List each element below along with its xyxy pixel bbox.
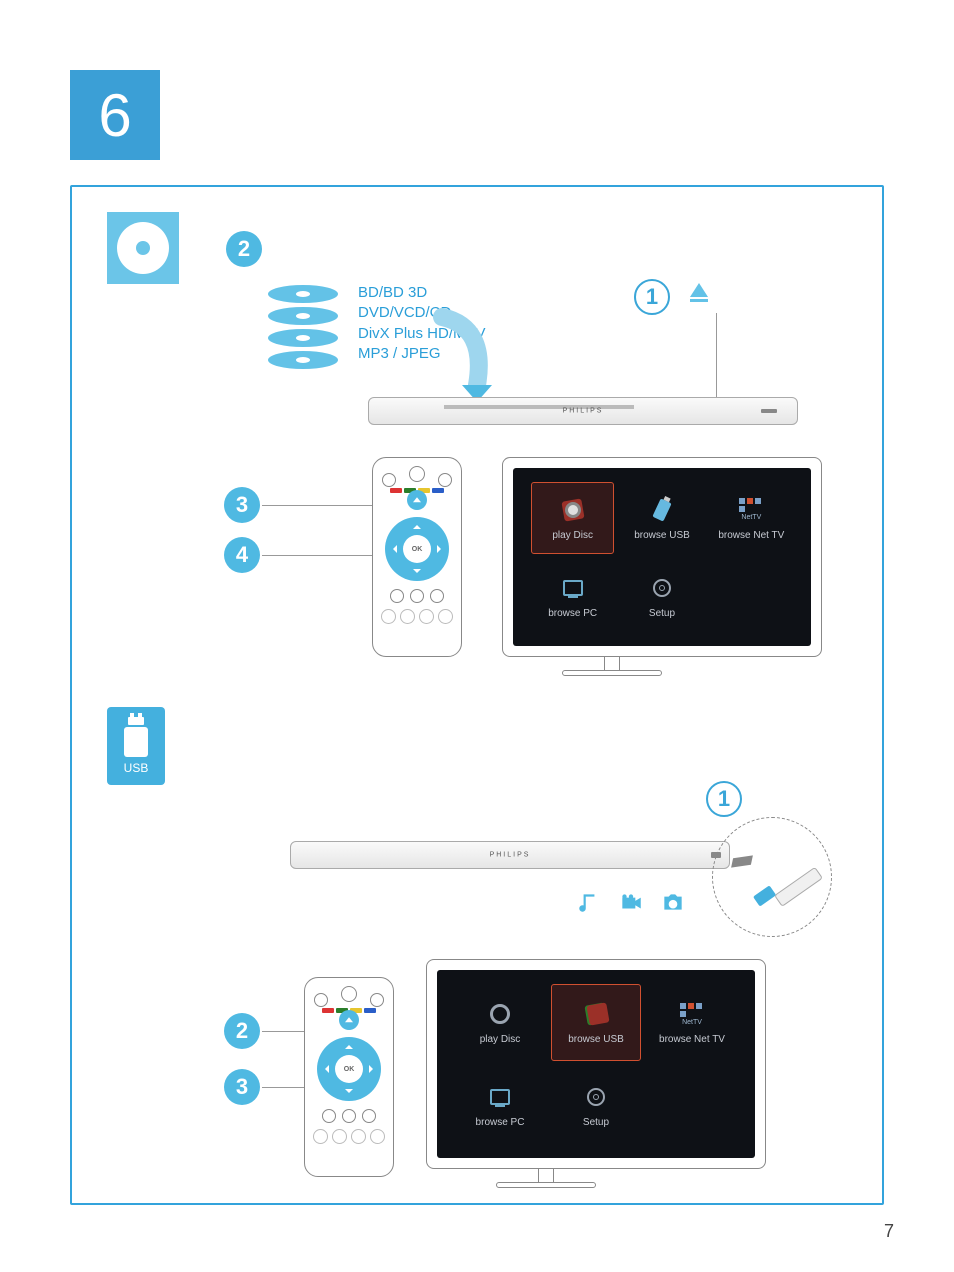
eject-icon [690, 283, 708, 302]
disc-icon-hole [136, 241, 150, 255]
menu-browse-usb: browse USB [620, 482, 703, 554]
dpad: OK [385, 517, 449, 581]
menu-browse-pc: browse PC [455, 1067, 545, 1144]
home-button-icon [407, 490, 427, 510]
usb-bullet-1: 1 [706, 781, 742, 817]
tv-stand-usb [496, 1169, 596, 1188]
tv-display-usb: play Disc browse USB NetTV browse Net TV… [426, 959, 766, 1169]
video-icon [618, 889, 644, 915]
nav-buttons [322, 1109, 376, 1123]
leader-line [262, 555, 390, 556]
usb-body-icon [124, 727, 148, 757]
tv-screen: play Disc browse USB NetTV browse Net TV… [513, 468, 811, 646]
bluray-player-usb: PHILIPS [290, 841, 730, 869]
bullet-2: 2 [226, 231, 262, 267]
transport-buttons [381, 609, 453, 624]
nettv-menu-icon: NetTV [737, 496, 765, 524]
usb-menu-icon [582, 1000, 610, 1028]
step-number: 6 [98, 81, 131, 150]
pc-menu-icon [486, 1083, 514, 1111]
format-line-1: BD/BD 3D [358, 283, 486, 303]
disc-icon-badge [107, 212, 179, 284]
disc-icon-outer [117, 222, 169, 274]
menu-browse-usb: browse USB [551, 984, 641, 1061]
nav-buttons [390, 589, 444, 603]
step-number-box: 6 [70, 70, 160, 160]
ok-button: OK [403, 535, 431, 563]
tv-screen-usb: play Disc browse USB NetTV browse Net TV… [437, 970, 755, 1158]
remote-control-usb: OK [304, 977, 394, 1177]
usb-label: USB [124, 761, 149, 775]
remote-control: OK [372, 457, 462, 657]
disc-stack-icon [268, 285, 338, 373]
usb-bullet-2: 2 [224, 1013, 260, 1049]
usb-plug-icon [128, 717, 144, 725]
menu-browse-nettv: NetTV browse Net TV [647, 984, 737, 1061]
pc-menu-icon [559, 574, 587, 602]
bluray-player: PHILIPS [368, 397, 798, 425]
ok-button: OK [335, 1055, 363, 1083]
disc-menu-icon [559, 496, 587, 524]
bullet-1: 1 [634, 279, 670, 315]
setup-menu-icon [648, 574, 676, 602]
usb-bullet-3: 3 [224, 1069, 260, 1105]
bullet-4: 4 [224, 537, 260, 573]
setup-menu-icon [582, 1083, 610, 1111]
main-frame: 2 BD/BD 3D DVD/VCD/CD DivX Plus HD/MKV M… [70, 185, 884, 1205]
menu-play-disc: play Disc [531, 482, 614, 554]
menu-browse-nettv: NetTV browse Net TV [710, 482, 793, 554]
tv-stand [562, 657, 662, 676]
leader-line [716, 313, 717, 397]
leader-line [262, 505, 390, 506]
player-slot [761, 409, 777, 413]
menu-setup: Setup [620, 560, 703, 632]
photo-icon [660, 889, 686, 915]
side-buttons [314, 993, 384, 1007]
usb-menu-icon [648, 496, 676, 524]
dpad: OK [317, 1037, 381, 1101]
tv-display: play Disc browse USB NetTV browse Net TV… [502, 457, 822, 657]
insert-arrow-icon [432, 307, 512, 407]
player-brand-usb: PHILIPS [490, 852, 531, 859]
disc-menu-icon [486, 1000, 514, 1028]
nettv-menu-icon: NetTV [678, 1000, 706, 1028]
side-buttons [382, 473, 452, 487]
player-brand: PHILIPS [563, 408, 604, 415]
music-icon [576, 889, 602, 915]
home-button-icon [339, 1010, 359, 1030]
menu-play-disc: play Disc [455, 984, 545, 1061]
bullet-3: 3 [224, 487, 260, 523]
disc-tray [444, 405, 634, 409]
usb-icon-badge: USB [107, 707, 165, 785]
page-number: 7 [884, 1221, 894, 1242]
menu-setup: Setup [551, 1067, 641, 1144]
menu-browse-pc: browse PC [531, 560, 614, 632]
transport-buttons [313, 1129, 385, 1144]
media-type-icons [576, 889, 686, 915]
